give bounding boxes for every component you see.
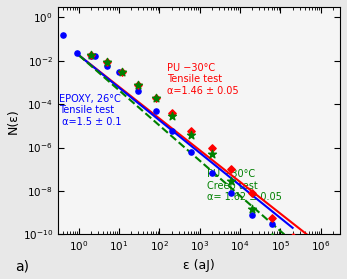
Point [104,63,110,68]
Point [188,150,194,155]
Point [92,54,98,59]
Point [249,213,255,217]
Point [290,260,295,265]
Point [209,170,215,175]
Point [228,191,234,195]
Point [188,128,194,133]
Point [325,265,331,270]
Point [169,110,175,115]
Point [228,167,234,172]
Point [88,53,94,57]
Point [290,234,295,239]
X-axis label: ε (aJ): ε (aJ) [183,259,215,272]
Text: PU −30°C
Tensile test
α=1.46 ± 0.05: PU −30°C Tensile test α=1.46 ± 0.05 [167,63,238,96]
Point [136,82,141,87]
Point [209,145,215,150]
Point [228,178,234,183]
Point [153,95,158,100]
Point [153,95,158,100]
Point [249,191,255,195]
Point [88,54,94,59]
Point [136,89,141,93]
Point [169,128,175,133]
Point [120,70,125,74]
Point [269,234,274,239]
Point [104,59,110,64]
Point [309,250,315,254]
Point [269,222,274,226]
Text: PU −30°C
Creep test
α= 1.62 ± 0.05: PU −30°C Creep test α= 1.62 ± 0.05 [207,169,282,203]
Point [74,51,80,56]
Point [104,59,110,64]
Text: a): a) [15,259,29,273]
Point [153,109,158,113]
Y-axis label: N(ε): N(ε) [7,108,20,134]
Point [209,152,215,156]
Point [136,82,141,87]
Point [269,215,274,220]
Point [169,113,175,118]
Point [60,33,66,37]
Point [116,70,122,74]
Point [88,53,94,57]
Text: EPOXY, 26°C
Tensile test
 α=1.5 ± 0.1: EPOXY, 26°C Tensile test α=1.5 ± 0.1 [59,94,121,127]
Point [120,70,125,74]
Point [188,132,194,137]
Point [249,207,255,211]
